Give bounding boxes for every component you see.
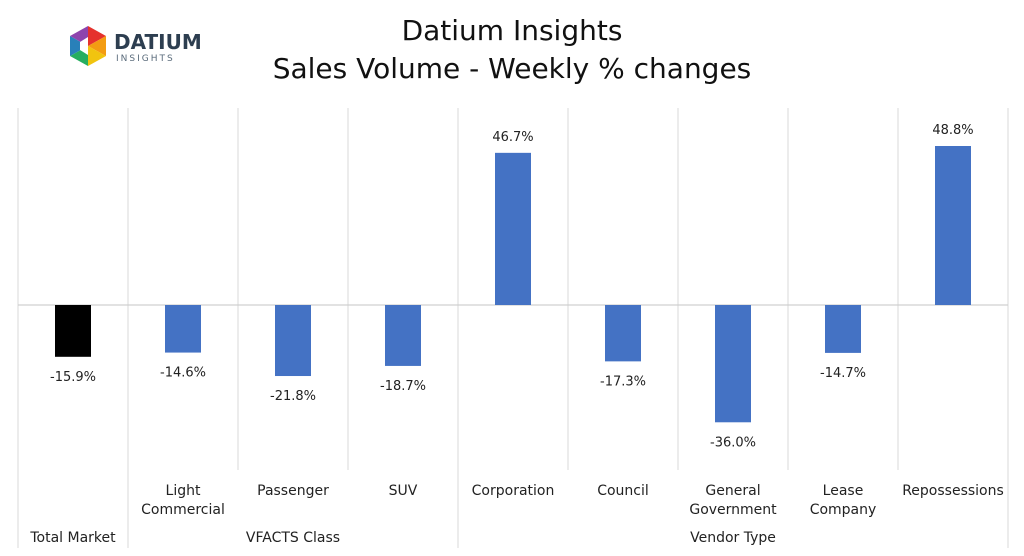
data-label: 48.8% [932,123,973,138]
bar [715,305,751,423]
chart-title: Datium Insights [401,14,623,47]
datium-logo: DATIUM INSIGHTS [70,26,202,66]
group-label: VFACTS Class [246,530,340,546]
logo-hexagon-icon [70,26,106,66]
data-label: -36.0% [710,435,756,450]
bar [605,305,641,362]
category-label: Passenger [257,483,329,499]
bar [165,305,201,353]
data-label: -18.7% [380,379,426,394]
bar [275,305,311,377]
category-label: Light [166,483,201,499]
logo-facet-5 [70,36,88,56]
category-label: General [705,483,760,499]
category-label: Government [689,502,777,518]
category-label: Commercial [141,502,225,518]
group-label: Vendor Type [690,530,776,546]
logo-wordmark: DATIUM [114,30,202,54]
logo-facet-1 [88,26,106,46]
bar [935,146,971,305]
bar [495,152,531,305]
bar [825,305,861,353]
category-label: Company [810,502,877,518]
logo-facet-3 [88,46,106,66]
category-label: SUV [389,483,418,499]
category-label: Lease [823,483,864,499]
logo-tagline: INSIGHTS [116,54,175,64]
data-label: 46.7% [492,130,533,145]
data-label: -21.8% [270,389,316,404]
data-label: -17.3% [600,374,646,389]
data-label: -15.9% [50,370,96,385]
bar [385,305,421,366]
data-label: -14.7% [820,366,866,381]
data-label: -14.6% [160,366,206,381]
category-label: Repossessions [902,483,1004,499]
chart-subtitle: Sales Volume - Weekly % changes [272,52,752,85]
category-label: Council [597,483,649,499]
logo-facet-2 [88,36,106,56]
category-label: Corporation [472,483,555,499]
bar [55,305,91,357]
category-label: Total Market [29,530,116,546]
